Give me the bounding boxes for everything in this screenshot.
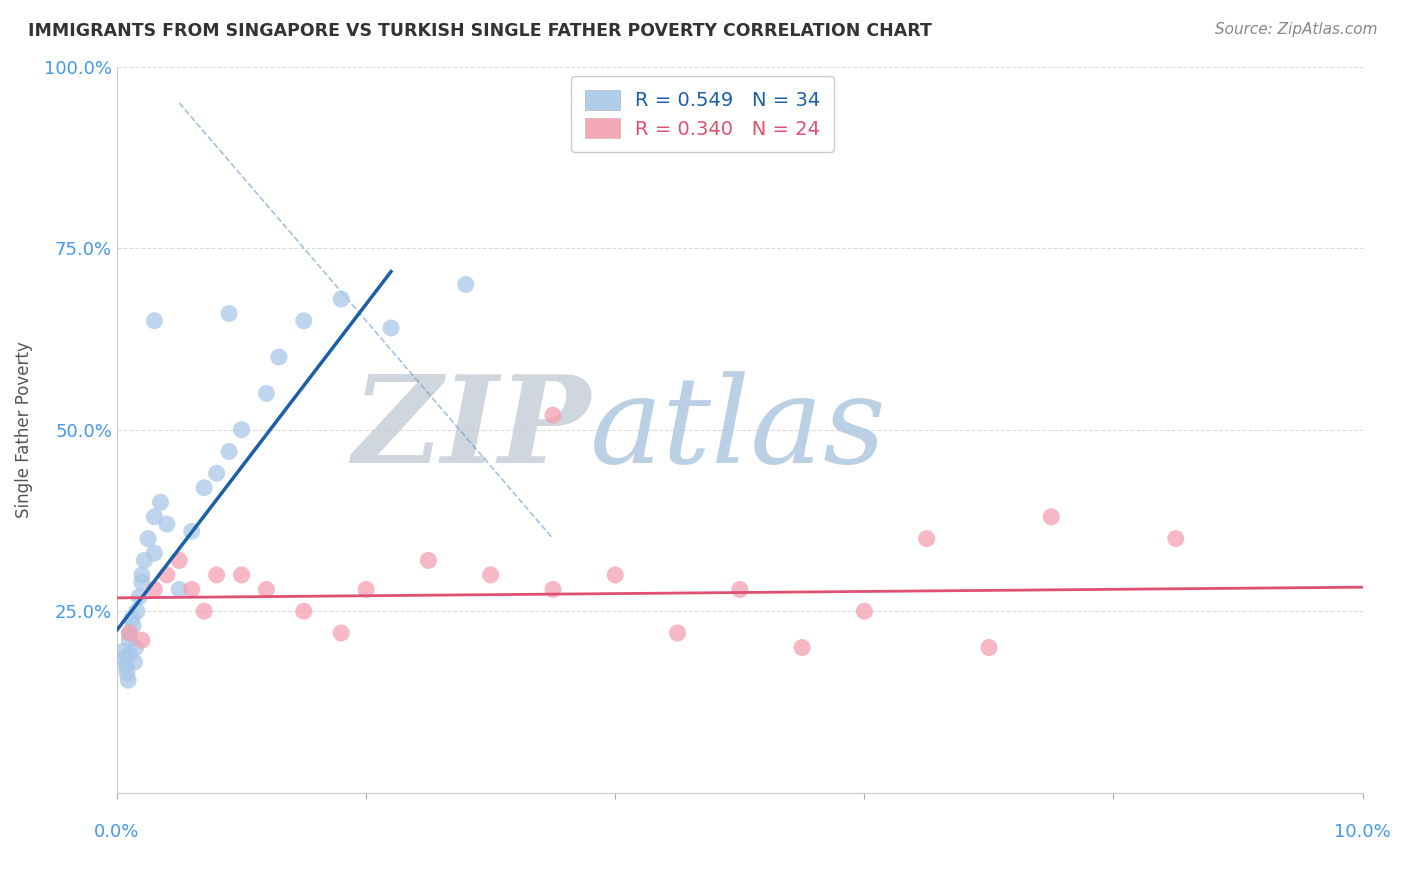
Point: [114, 658, 136, 673]
Point: [115, 665, 138, 680]
Point: [122, 619, 145, 633]
Point: [128, 590, 150, 604]
Text: ZIP: ZIP: [352, 370, 591, 489]
Point: [1164, 532, 1187, 546]
Point: [193, 604, 215, 618]
Point: [790, 640, 813, 655]
Point: [193, 481, 215, 495]
Point: [118, 626, 141, 640]
Point: [330, 626, 353, 640]
Point: [728, 582, 751, 597]
Point: [112, 644, 135, 658]
Point: [256, 386, 278, 401]
Point: [218, 306, 240, 320]
Point: [218, 444, 240, 458]
Point: [292, 604, 315, 618]
Point: [541, 582, 564, 597]
Point: [118, 633, 141, 648]
Point: [143, 314, 166, 328]
Point: [143, 582, 166, 597]
Point: [454, 277, 477, 292]
Point: [149, 495, 172, 509]
Point: [205, 467, 228, 481]
Point: [180, 582, 202, 597]
Point: [666, 626, 689, 640]
Point: [156, 517, 179, 532]
Point: [125, 604, 148, 618]
Point: [143, 509, 166, 524]
Point: [267, 350, 290, 364]
Point: [231, 423, 253, 437]
Point: [124, 640, 146, 655]
Point: [915, 532, 938, 546]
Point: [541, 408, 564, 422]
Point: [977, 640, 1000, 655]
Point: [118, 626, 141, 640]
Point: [156, 568, 179, 582]
Point: [380, 321, 402, 335]
Point: [418, 553, 440, 567]
Point: [143, 546, 166, 560]
Point: [131, 633, 153, 648]
Y-axis label: Single Father Poverty: Single Father Poverty: [15, 342, 32, 518]
Legend: R = 0.549   N = 34, R = 0.340   N = 24: R = 0.549 N = 34, R = 0.340 N = 24: [571, 77, 834, 153]
Text: 10.0%: 10.0%: [1334, 823, 1391, 841]
Point: [121, 611, 143, 625]
Point: [479, 568, 502, 582]
Point: [136, 532, 159, 546]
Point: [167, 553, 190, 567]
Point: [256, 582, 278, 597]
Point: [117, 673, 139, 688]
Text: 0.0%: 0.0%: [94, 823, 139, 841]
Point: [131, 575, 153, 590]
Point: [605, 568, 627, 582]
Point: [167, 582, 190, 597]
Point: [205, 568, 228, 582]
Point: [231, 568, 253, 582]
Point: [114, 651, 136, 665]
Point: [118, 648, 141, 662]
Point: [131, 568, 153, 582]
Point: [330, 292, 353, 306]
Point: [1040, 509, 1063, 524]
Text: IMMIGRANTS FROM SINGAPORE VS TURKISH SINGLE FATHER POVERTY CORRELATION CHART: IMMIGRANTS FROM SINGAPORE VS TURKISH SIN…: [28, 22, 932, 40]
Text: atlas: atlas: [591, 371, 887, 489]
Text: Source: ZipAtlas.com: Source: ZipAtlas.com: [1215, 22, 1378, 37]
Point: [180, 524, 202, 539]
Point: [124, 655, 146, 669]
Point: [853, 604, 876, 618]
Point: [134, 553, 156, 567]
Point: [292, 314, 315, 328]
Point: [354, 582, 377, 597]
